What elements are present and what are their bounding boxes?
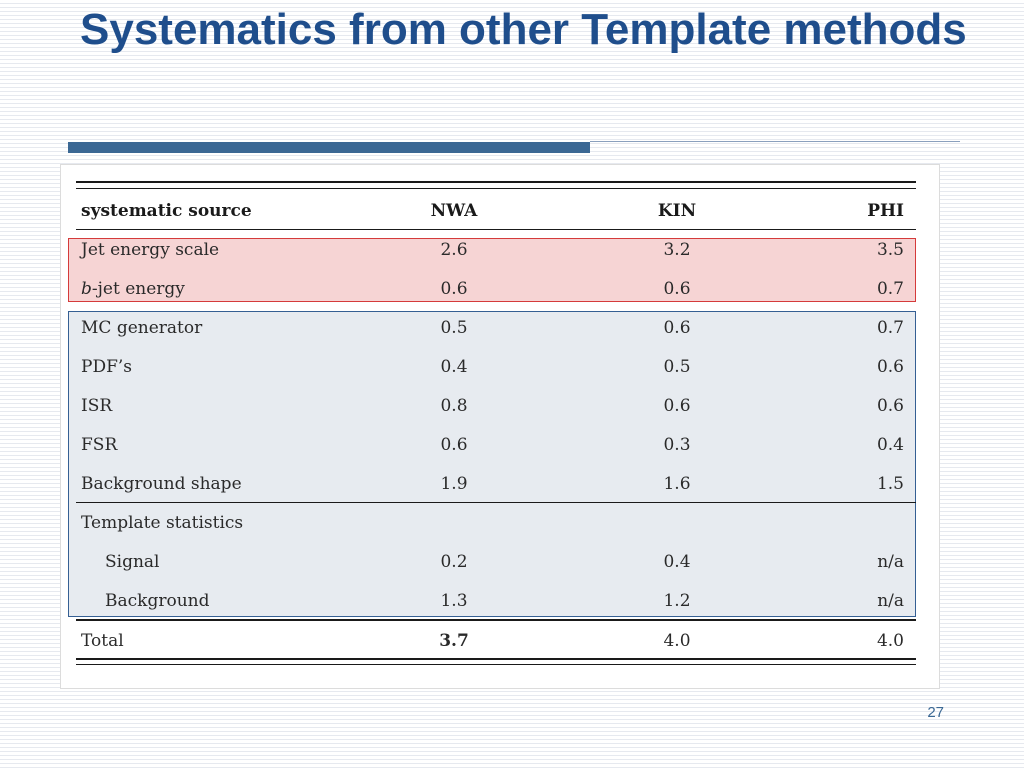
nwa-value: 2.6 xyxy=(440,240,468,260)
phi-value: 0.4 xyxy=(876,435,904,455)
kin-value: 0.3 xyxy=(663,435,691,455)
row-label: ISR xyxy=(81,396,113,416)
kin-value: 3.2 xyxy=(663,240,691,260)
phi-value: 0.6 xyxy=(876,357,904,377)
nwa-value: 0.6 xyxy=(440,435,468,455)
row-label: b-jet energy xyxy=(81,270,401,308)
title-underline-line xyxy=(590,141,960,142)
total-label: Total xyxy=(81,631,124,651)
phi-value: n/a xyxy=(877,591,904,611)
nwa-value: 0.6 xyxy=(440,279,468,299)
kin-value: 1.6 xyxy=(663,474,691,494)
column-header-phi: PHI xyxy=(867,201,904,221)
kin-value: 0.6 xyxy=(663,318,691,338)
row-label: MC generator xyxy=(81,318,203,338)
kin-value: 0.6 xyxy=(663,279,691,299)
title-underline xyxy=(68,140,960,154)
nwa-value: 0.2 xyxy=(440,552,468,572)
table-top-rule-second xyxy=(76,188,916,189)
kin-value: 1.2 xyxy=(663,591,691,611)
row-group-label: Template statistics xyxy=(81,513,244,533)
nwa-value: 0.5 xyxy=(440,318,468,338)
total-kin-value: 4.0 xyxy=(663,631,691,651)
row-label: Jet energy scale xyxy=(81,240,220,260)
phi-value: n/a xyxy=(877,552,904,572)
nwa-value: 0.4 xyxy=(440,357,468,377)
kin-value: 0.4 xyxy=(663,552,691,572)
page-number: 27 xyxy=(927,704,944,721)
phi-value: 0.7 xyxy=(876,318,904,338)
phi-value: 0.6 xyxy=(876,396,904,416)
nwa-value: 0.8 xyxy=(440,396,468,416)
column-header-systematic-source: systematic source xyxy=(81,201,252,221)
row-label: FSR xyxy=(81,435,118,455)
row-label: Background xyxy=(105,591,210,611)
row-label: PDF’s xyxy=(81,357,132,377)
total-nwa-value: 3.7 xyxy=(439,631,469,651)
jet-energy-highlight xyxy=(68,238,916,302)
kin-value: 0.5 xyxy=(663,357,691,377)
total-phi-value: 4.0 xyxy=(876,631,904,651)
other-systematics-highlight xyxy=(68,311,916,617)
nwa-value: 1.9 xyxy=(440,474,468,494)
phi-value: 1.5 xyxy=(876,474,904,494)
row-label: Background shape xyxy=(81,474,242,494)
row-label-text: -jet energy xyxy=(91,279,185,299)
slide-title: Systematics from other Template methods xyxy=(80,5,967,54)
table-top-rule xyxy=(76,181,916,183)
row-label-italic-b: b xyxy=(81,279,92,299)
table-bottom-rule-second xyxy=(76,664,916,665)
nwa-value: 1.3 xyxy=(440,591,468,611)
phi-value: 3.5 xyxy=(876,240,904,260)
template-statistics-rule xyxy=(76,502,916,503)
title-underline-bar xyxy=(68,142,590,153)
phi-value: 0.7 xyxy=(876,279,904,299)
kin-value: 0.6 xyxy=(663,396,691,416)
table-bottom-rule xyxy=(76,658,916,660)
row-label: Signal xyxy=(105,552,160,572)
column-header-nwa: NWA xyxy=(430,201,478,221)
column-header-kin: KIN xyxy=(657,201,697,221)
total-rule xyxy=(76,619,916,621)
table-header-rule xyxy=(76,229,916,230)
